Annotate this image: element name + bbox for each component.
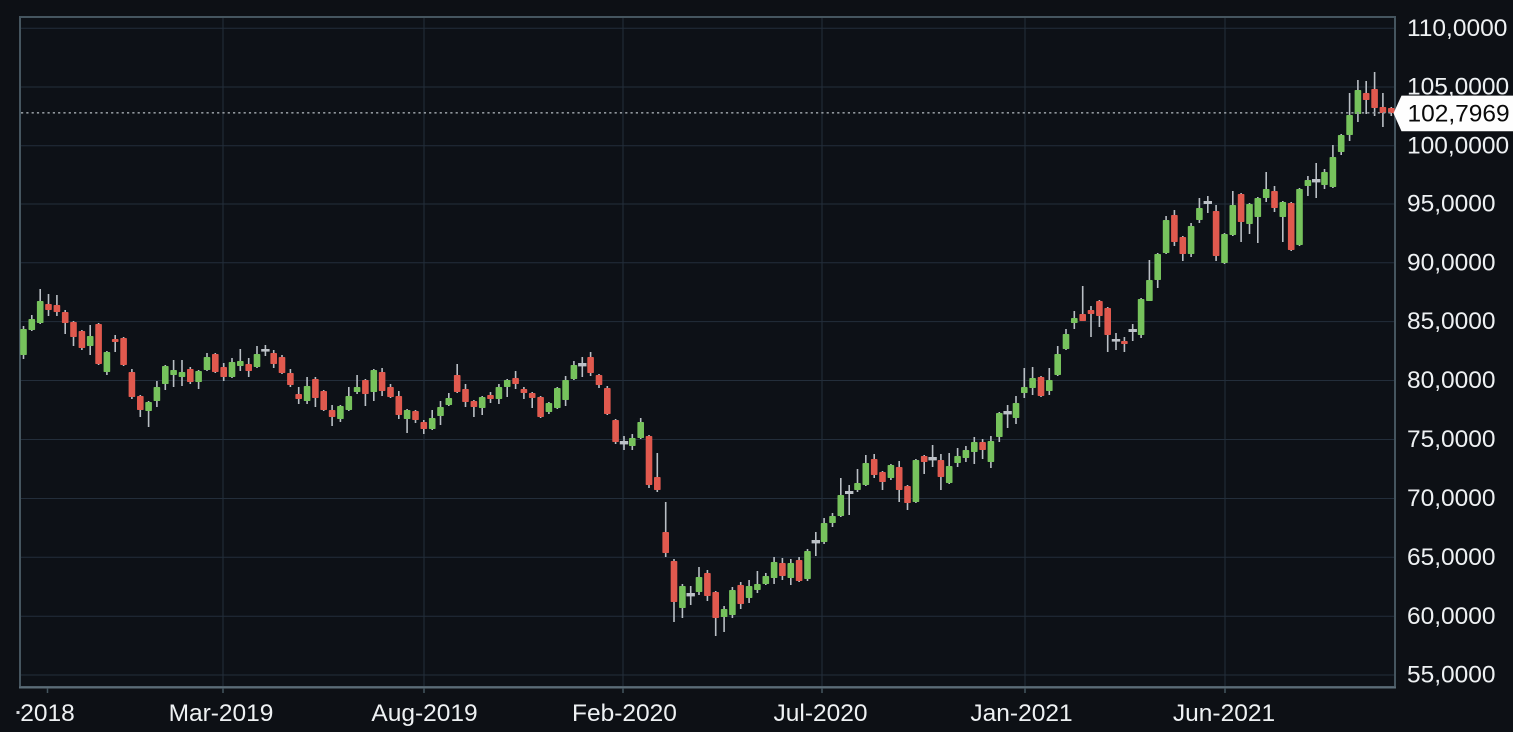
svg-text:70,0000: 70,0000 xyxy=(1407,485,1496,512)
svg-text:Feb-2020: Feb-2020 xyxy=(572,700,677,727)
svg-text:85,0000: 85,0000 xyxy=(1407,308,1496,335)
svg-text:Jun-2021: Jun-2021 xyxy=(1173,700,1275,727)
svg-text:80,0000: 80,0000 xyxy=(1407,367,1496,394)
svg-text:Aug-2019: Aug-2019 xyxy=(371,700,477,727)
svg-text:Mar-2019: Mar-2019 xyxy=(169,700,274,727)
svg-text:65,0000: 65,0000 xyxy=(1407,544,1496,571)
svg-text:90,0000: 90,0000 xyxy=(1407,249,1496,276)
svg-text:105,0000: 105,0000 xyxy=(1407,74,1509,101)
svg-text:100,0000: 100,0000 xyxy=(1407,132,1509,159)
svg-text:102,7969: 102,7969 xyxy=(1408,100,1510,127)
svg-text:Jul-2020: Jul-2020 xyxy=(774,700,868,727)
svg-text:60,0000: 60,0000 xyxy=(1407,603,1496,630)
svg-text:75,0000: 75,0000 xyxy=(1407,426,1496,453)
svg-text:Jan-2021: Jan-2021 xyxy=(970,700,1072,727)
svg-text:95,0000: 95,0000 xyxy=(1407,191,1496,218)
svg-text:55,0000: 55,0000 xyxy=(1407,662,1496,689)
svg-text:110,0000: 110,0000 xyxy=(1407,15,1507,42)
svg-text:2018: 2018 xyxy=(20,700,75,727)
